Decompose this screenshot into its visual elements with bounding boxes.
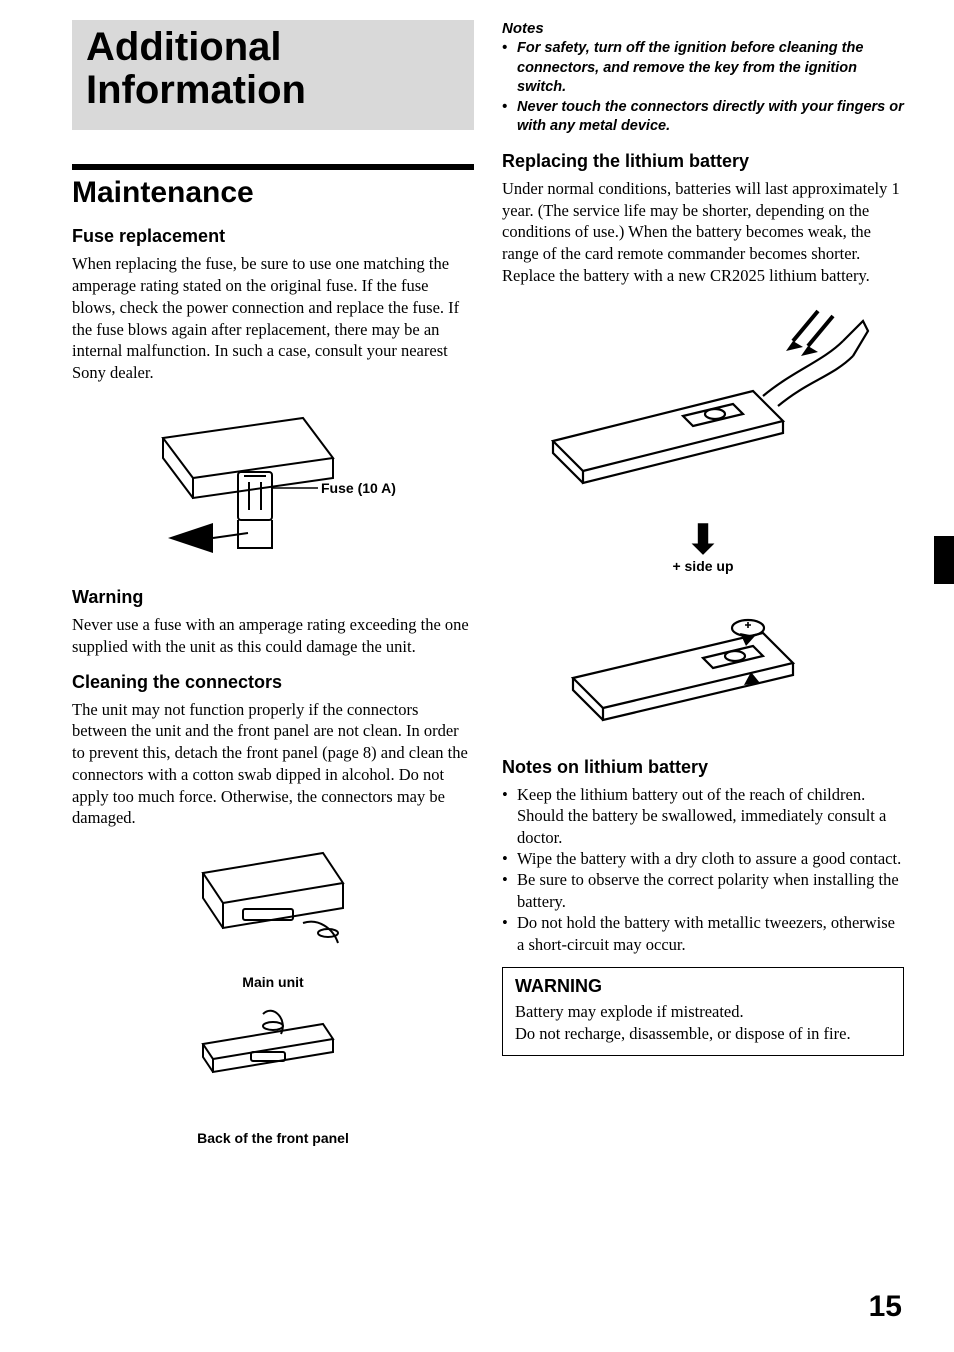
fuse-illustration: Fuse (10 A)	[123, 398, 423, 568]
chapter-title-line1: Additional	[86, 25, 282, 69]
back-panel-figure: Back of the front panel	[72, 1004, 474, 1146]
main-unit-illustration	[173, 843, 373, 963]
page-number: 15	[869, 1290, 902, 1324]
battery-body: Under normal conditions, batteries will …	[502, 178, 904, 287]
chapter-title: Additional Information	[86, 26, 460, 112]
warning-body: Never use a fuse with an amperage rating…	[72, 614, 474, 658]
page-columns: Additional Information Maintenance Fuse …	[72, 20, 904, 1160]
warning-heading: Warning	[72, 587, 474, 608]
main-unit-caption: Main unit	[72, 974, 474, 990]
warning-box-heading: WARNING	[515, 976, 891, 997]
warning-box-line1: Battery may explode if mistreated.	[515, 1001, 891, 1023]
battery-insert-figure	[502, 588, 904, 743]
arrow-down-icon: ⬇	[502, 520, 904, 560]
cleaning-body: The unit may not function properly if th…	[72, 699, 474, 830]
lithium-notes-list: Keep the lithium battery out of the reac…	[502, 784, 904, 956]
right-column: Notes For safety, turn off the ignition …	[502, 20, 904, 1160]
battery-remove-figure	[502, 301, 904, 506]
notes-heading: Notes	[502, 20, 904, 37]
battery-insert-illustration	[553, 588, 853, 738]
fuse-label: Fuse (10 A)	[321, 480, 396, 496]
fuse-heading: Fuse replacement	[72, 226, 474, 247]
lithium-notes-heading: Notes on lithium battery	[502, 757, 904, 778]
fuse-body: When replacing the fuse, be sure to use …	[72, 253, 474, 384]
main-unit-figure: Main unit	[72, 843, 474, 990]
lithium-notes-item: Do not hold the battery with metallic tw…	[502, 912, 904, 955]
side-up-label: + side up	[502, 558, 904, 574]
notes-item: For safety, turn off the ignition before…	[502, 39, 904, 98]
lithium-notes-item: Be sure to observe the correct polarity …	[502, 869, 904, 912]
chapter-banner: Additional Information	[72, 20, 474, 130]
battery-remove-illustration	[533, 301, 873, 501]
section-rule	[72, 164, 474, 170]
back-panel-caption: Back of the front panel	[72, 1130, 474, 1146]
cleaning-heading: Cleaning the connectors	[72, 672, 474, 693]
notes-list: For safety, turn off the ignition before…	[502, 39, 904, 137]
thumb-tab	[934, 536, 954, 584]
lithium-notes-item: Keep the lithium battery out of the reac…	[502, 784, 904, 848]
lithium-notes-item: Wipe the battery with a dry cloth to ass…	[502, 848, 904, 869]
notes-item: Never touch the connectors directly with…	[502, 98, 904, 137]
fuse-figure: Fuse (10 A)	[72, 398, 474, 573]
back-panel-illustration	[173, 1004, 373, 1119]
chapter-title-line2: Information	[86, 68, 306, 112]
section-title: Maintenance	[72, 176, 474, 210]
warning-box-line2: Do not recharge, disassemble, or dispose…	[515, 1023, 891, 1045]
warning-box: WARNING Battery may explode if mistreate…	[502, 967, 904, 1056]
left-column: Additional Information Maintenance Fuse …	[72, 20, 474, 1160]
battery-heading: Replacing the lithium battery	[502, 151, 904, 172]
